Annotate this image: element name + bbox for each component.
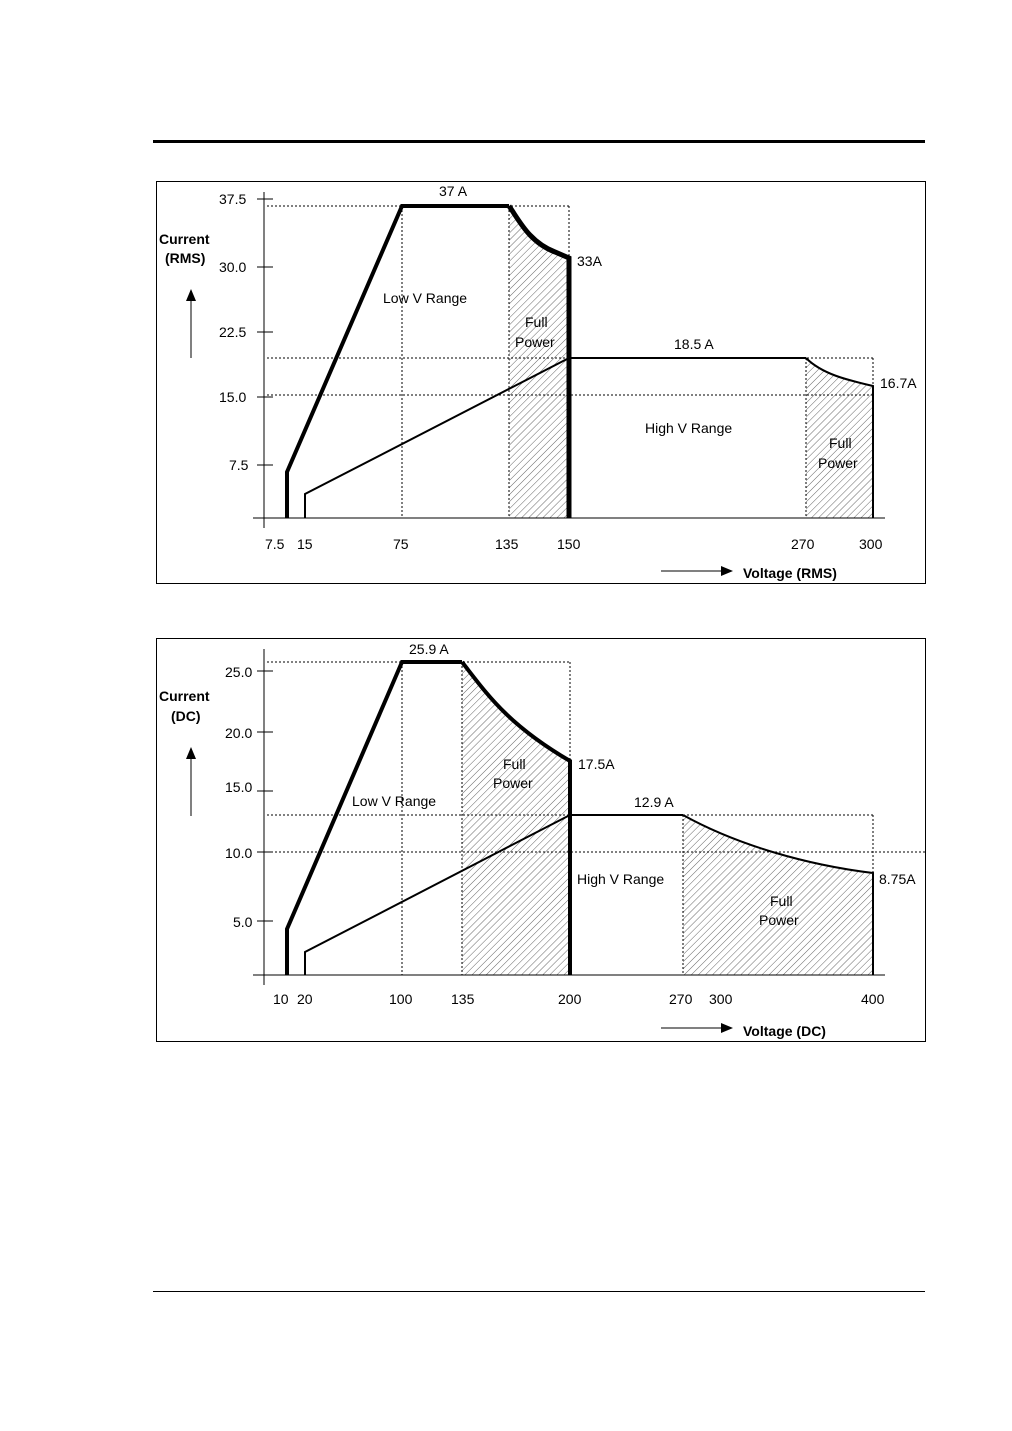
series-high-v-range <box>304 814 683 975</box>
y-axis-arrow <box>186 747 196 816</box>
x-tick-label: 7.5 <box>265 536 285 552</box>
y-axis-title-line-1: Current <box>159 231 210 247</box>
annotation-label: 18.5 A <box>674 336 714 352</box>
annotation-label: 33A <box>577 253 603 269</box>
full-power-region-2 <box>683 815 873 975</box>
x-tick-label: 135 <box>451 991 475 1007</box>
series-high-v-range-curve <box>682 814 874 975</box>
full-power-region-1 <box>509 207 569 518</box>
y-tick-label: 37.5 <box>219 191 246 207</box>
series-low-v-range <box>285 204 509 518</box>
full-power-label-1: Full Power <box>515 314 555 350</box>
y-tick-label: 30.0 <box>219 259 246 275</box>
annotation-label: 16.7A <box>880 375 917 391</box>
full-power-region-2 <box>806 357 873 518</box>
x-tick-label: 300 <box>709 991 733 1007</box>
full-power-label-1: Full Power <box>493 756 533 791</box>
x-tick-label: 270 <box>669 991 693 1007</box>
x-tick-label: 20 <box>297 991 313 1007</box>
region-label-low-v-range: Low V Range <box>352 793 436 809</box>
region-label-low-v-range: Low V Range <box>383 290 467 306</box>
x-axis-title: Voltage (RMS) <box>743 565 837 581</box>
header-rule <box>153 140 925 143</box>
chart-dc: 25.0 20.0 15.0 10.0 5.0 10 20 100 135 20… <box>156 638 926 1042</box>
annotation-label: 12.9 A <box>634 794 674 810</box>
series-high-v-range-curve <box>805 357 874 518</box>
series-high-v-range <box>304 357 806 518</box>
full-power-label-2: Full Power <box>818 435 858 471</box>
y-tick-label: 25.0 <box>225 664 252 680</box>
y-tick-label: 5.0 <box>233 914 253 930</box>
full-power-region-1 <box>462 662 570 975</box>
y-tick-label: 15.0 <box>225 779 252 795</box>
x-tick-label: 150 <box>557 536 581 552</box>
y-axis-title-line-2: (DC) <box>171 708 201 724</box>
x-tick-label: 400 <box>861 991 885 1007</box>
region-label-high-v-range: High V Range <box>577 871 664 887</box>
annotation-label: 8.75A <box>879 871 916 887</box>
y-axis-arrow <box>186 289 196 358</box>
y-axis-title-line-1: Current <box>159 688 210 704</box>
x-axis-title: Voltage (DC) <box>743 1023 826 1039</box>
y-axis-title-line-2: (RMS) <box>165 250 205 266</box>
chart-rms: 37.5 30.0 22.5 15.0 7.5 7.5 15 75 135 15… <box>156 181 926 584</box>
x-tick-label: 200 <box>558 991 582 1007</box>
y-tick-label: 20.0 <box>225 725 252 741</box>
x-tick-label: 135 <box>495 536 519 552</box>
y-tick-label: 22.5 <box>219 324 246 340</box>
region-label-high-v-range: High V Range <box>645 420 732 436</box>
chart-dc-svg: 25.0 20.0 15.0 10.0 5.0 10 20 100 135 20… <box>159 641 925 1039</box>
series-low-v-range-curve <box>460 660 572 975</box>
x-tick-label: 10 <box>273 991 289 1007</box>
x-tick-label: 100 <box>389 991 413 1007</box>
y-tick-label: 10.0 <box>225 845 252 861</box>
annotation-label: 37 A <box>439 183 468 199</box>
x-tick-label: 75 <box>393 536 409 552</box>
y-tick-label: 15.0 <box>219 389 246 405</box>
full-power-label-2: Full Power <box>759 893 799 928</box>
series-low-v-range <box>285 660 462 975</box>
y-tick-label: 7.5 <box>229 457 249 473</box>
x-tick-label: 270 <box>791 536 815 552</box>
x-axis-arrow <box>661 566 733 576</box>
series-low-v-range-curve <box>506 204 572 518</box>
annotation-label: 25.9 A <box>409 641 449 657</box>
x-axis-arrow <box>661 1023 733 1033</box>
footer-rule <box>153 1291 925 1292</box>
annotation-label: 17.5A <box>578 756 615 772</box>
x-tick-label: 300 <box>859 536 883 552</box>
x-tick-label: 15 <box>297 536 313 552</box>
chart-rms-svg: 37.5 30.0 22.5 15.0 7.5 7.5 15 75 135 15… <box>159 183 917 581</box>
reference-lines <box>267 661 925 975</box>
